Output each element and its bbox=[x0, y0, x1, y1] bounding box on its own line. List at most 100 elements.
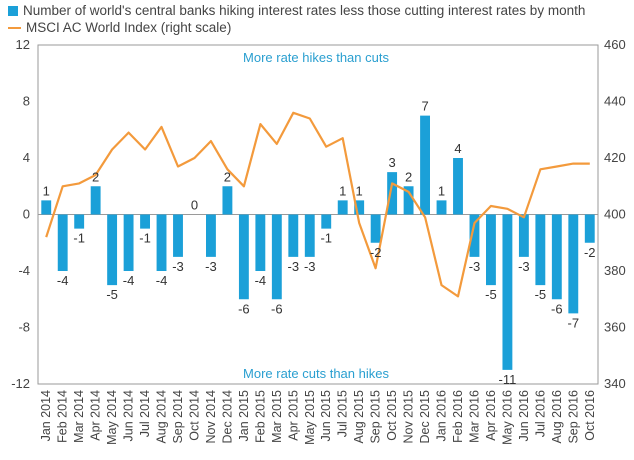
bar bbox=[206, 214, 216, 257]
x-axis-tick-label: Mar 2015 bbox=[270, 390, 284, 443]
bar bbox=[403, 186, 414, 215]
bar-data-label: 1 bbox=[339, 183, 346, 198]
bar bbox=[337, 200, 348, 215]
right-axis-tick-label: 340 bbox=[604, 376, 626, 391]
bar-data-label: 2 bbox=[92, 169, 99, 184]
x-axis-tick-label: May 2015 bbox=[303, 390, 317, 445]
bar bbox=[57, 214, 68, 271]
bar bbox=[271, 214, 282, 300]
x-axis-tick-label: Aug 2015 bbox=[352, 390, 366, 444]
bar bbox=[387, 172, 398, 215]
x-axis-tick-label: Feb 2014 bbox=[56, 390, 70, 443]
bar-data-label: -1 bbox=[320, 231, 332, 246]
x-axis-tick-label: Jan 2014 bbox=[39, 390, 53, 441]
x-axis-tick-label: Aug 2016 bbox=[550, 390, 564, 444]
right-axis-tick-label: 380 bbox=[604, 263, 626, 278]
bar bbox=[41, 200, 52, 215]
x-axis-tick-label: Feb 2016 bbox=[451, 390, 465, 443]
bar-data-label: -3 bbox=[304, 259, 316, 274]
bar-data-label: -2 bbox=[584, 245, 596, 260]
bar bbox=[535, 214, 546, 286]
bar-data-label: 1 bbox=[356, 183, 363, 198]
bar bbox=[420, 115, 430, 215]
right-axis-tick-label: 360 bbox=[604, 320, 626, 335]
bar bbox=[469, 214, 480, 257]
x-axis-tick-label: Jan 2016 bbox=[435, 390, 449, 441]
legend-item-bars: Number of world's central banks hiking i… bbox=[8, 2, 585, 19]
bar-data-label: 1 bbox=[438, 183, 445, 198]
bar-data-label: -6 bbox=[271, 301, 283, 316]
bar-data-label: 2 bbox=[405, 169, 412, 184]
x-axis-tick-label: Oct 2016 bbox=[583, 390, 597, 441]
annotation-top: More rate hikes than cuts bbox=[243, 50, 389, 65]
bar bbox=[502, 214, 513, 370]
bar-data-label: -6 bbox=[551, 301, 563, 316]
bar-data-label: -1 bbox=[139, 231, 151, 246]
bar bbox=[107, 214, 118, 286]
line-series-swatch bbox=[8, 26, 21, 29]
x-axis-tick-label: Mar 2014 bbox=[72, 390, 86, 443]
x-axis-tick-label: Jun 2015 bbox=[319, 390, 333, 441]
x-axis-tick-label: Oct 2014 bbox=[187, 390, 201, 441]
bar bbox=[584, 214, 595, 243]
right-axis-tick-label: 400 bbox=[604, 207, 626, 222]
bar bbox=[453, 158, 463, 215]
x-axis-tick-label: May 2014 bbox=[105, 390, 119, 445]
x-axis-tick-label: Nov 2015 bbox=[402, 390, 416, 444]
x-axis-tick-label: Sep 2016 bbox=[566, 390, 580, 444]
bar-data-label: -4 bbox=[123, 273, 135, 288]
msci-line bbox=[45, 111, 590, 298]
bar bbox=[90, 186, 101, 215]
x-axis-tick-label: Sep 2014 bbox=[171, 390, 185, 444]
legend-label-bars: Number of world's central banks hiking i… bbox=[23, 3, 586, 18]
bar-data-label: 3 bbox=[389, 155, 396, 170]
left-axis-tick-label: 8 bbox=[23, 94, 30, 109]
left-axis-tick-label: -8 bbox=[18, 320, 30, 335]
left-axis-tick-label: 0 bbox=[23, 207, 30, 222]
bar-data-label: -3 bbox=[518, 259, 530, 274]
bar-data-label: -1 bbox=[73, 231, 85, 246]
annotation-bottom: More rate cuts than hikes bbox=[243, 366, 389, 381]
bar bbox=[140, 214, 150, 229]
x-axis-tick-label: Jan 2015 bbox=[237, 390, 251, 441]
x-axis-tick-label: Jul 2015 bbox=[336, 390, 350, 437]
x-axis-tick-label: Jul 2016 bbox=[533, 390, 547, 437]
bar-data-label: -5 bbox=[106, 287, 118, 302]
bar bbox=[74, 214, 85, 229]
legend-label-line: MSCI AC World Index (right scale) bbox=[26, 20, 232, 35]
legend: Number of world's central banks hiking i… bbox=[8, 2, 585, 36]
bar bbox=[568, 214, 579, 314]
bar bbox=[321, 214, 332, 229]
bar bbox=[156, 214, 167, 271]
left-axis-tick-label: 12 bbox=[16, 37, 30, 52]
bar bbox=[436, 200, 447, 215]
legend-item-line: MSCI AC World Index (right scale) bbox=[8, 19, 585, 36]
bar bbox=[354, 200, 365, 215]
bar-data-label: -3 bbox=[172, 259, 184, 274]
x-axis-tick-label: Feb 2015 bbox=[253, 390, 267, 443]
x-axis-tick-label: May 2016 bbox=[500, 390, 514, 445]
bar bbox=[123, 214, 134, 271]
x-axis-tick-label: Mar 2016 bbox=[467, 390, 481, 443]
x-axis-tick-label: Nov 2014 bbox=[204, 390, 218, 444]
bar-data-label: 4 bbox=[454, 141, 461, 156]
x-axis-tick-label: Jul 2014 bbox=[138, 390, 152, 437]
bar-data-label: -3 bbox=[469, 259, 481, 274]
x-axis-tick-label: Dec 2014 bbox=[220, 390, 234, 444]
x-axis-tick-label: Apr 2015 bbox=[286, 390, 300, 441]
bar bbox=[222, 186, 233, 215]
bar-series-swatch bbox=[8, 5, 18, 16]
bar-data-label: -5 bbox=[485, 287, 497, 302]
x-axis-tick-label: Apr 2014 bbox=[89, 390, 103, 441]
x-axis-tick-label: Jun 2016 bbox=[517, 390, 531, 441]
x-axis-tick-label: Sep 2015 bbox=[369, 390, 383, 444]
bar bbox=[551, 214, 562, 300]
left-axis-tick-label: 4 bbox=[23, 150, 30, 165]
bar-data-label: -4 bbox=[57, 273, 69, 288]
bar-data-label: -4 bbox=[255, 273, 267, 288]
bar bbox=[486, 214, 496, 286]
right-axis-tick-label: 440 bbox=[604, 94, 626, 109]
bar-data-label: 0 bbox=[191, 198, 198, 213]
bar bbox=[255, 214, 266, 271]
bar bbox=[238, 214, 249, 300]
